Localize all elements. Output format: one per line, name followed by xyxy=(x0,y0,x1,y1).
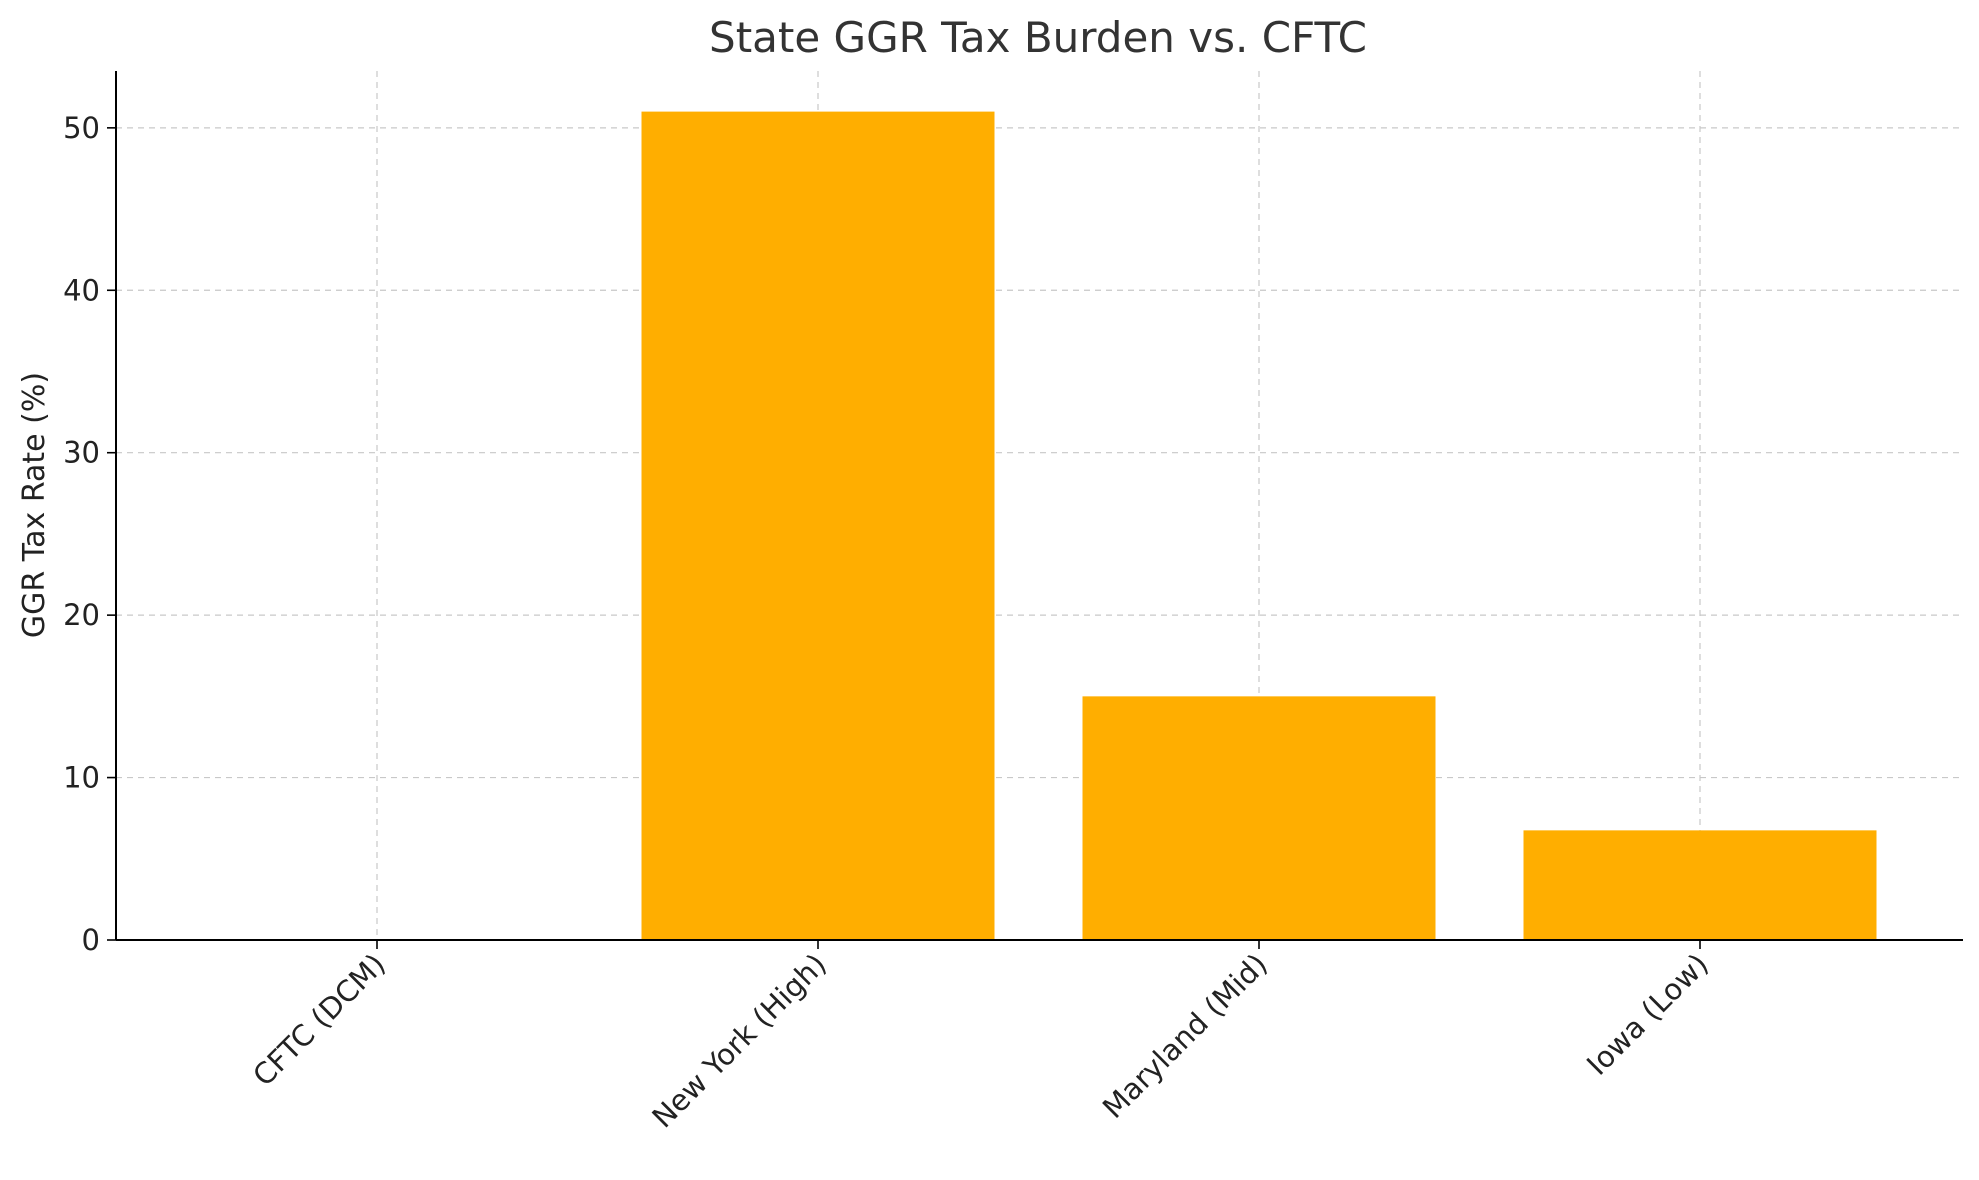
y-tick-label: 10 xyxy=(63,761,100,795)
y-tick-label: 40 xyxy=(63,273,100,307)
bar-3 xyxy=(1523,830,1877,940)
axes xyxy=(115,71,1963,941)
y-tick-label: 50 xyxy=(63,111,100,145)
bar-1 xyxy=(641,111,995,940)
chart-title: State GGR Tax Burden vs. CFTC xyxy=(709,13,1367,62)
y-ticks: 0 10 20 30 40 50 xyxy=(63,111,116,957)
y-tick-label: 20 xyxy=(63,598,100,632)
bars xyxy=(641,111,1877,940)
grid-lines xyxy=(116,71,1963,941)
bar-2 xyxy=(1082,696,1436,940)
x-tick-label: Maryland (Mid) xyxy=(1096,947,1274,1125)
x-ticks: CFTC (DCM) New York (High) Maryland (Mid) I… xyxy=(246,940,1715,1135)
y-tick-label: 0 xyxy=(82,923,100,957)
y-tick-label: 30 xyxy=(63,436,100,470)
x-tick-label: Iowa (Low) xyxy=(1580,947,1715,1082)
x-tick-label: New York (High) xyxy=(645,947,833,1135)
y-axis-label: GGR Tax Rate (%) xyxy=(17,372,52,638)
x-tick-label: CFTC (DCM) xyxy=(246,947,392,1093)
